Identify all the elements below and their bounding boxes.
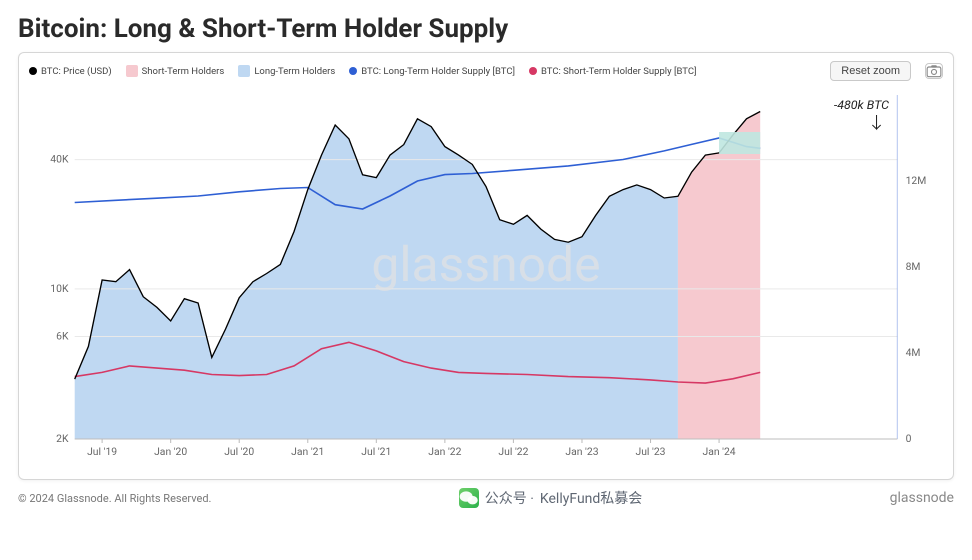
chart-svg: 2K 6K 10K 40K 0 4M 8M 12M Jul '19 Jan '20 Jul '20 J…	[29, 85, 943, 465]
x-tick: Jan '24	[702, 447, 735, 458]
brand-text: glassnode	[890, 490, 954, 506]
wechat-icon	[459, 488, 479, 508]
chart-card: BTC: Price (USD) Short-Term Holders Long…	[18, 52, 954, 480]
page-title: Bitcoin: Long & Short-Term Holder Supply	[18, 14, 954, 44]
y-left-tick: 40K	[50, 155, 69, 166]
legend-lth-line: BTC: Long-Term Holder Supply [BTC]	[349, 66, 515, 77]
reset-zoom-button[interactable]: Reset zoom	[830, 61, 911, 81]
y-right-tick: 4M	[906, 348, 921, 359]
x-tick: Jul '23	[636, 447, 666, 458]
legend-sth-line-label: BTC: Short-Term Holder Supply [BTC]	[541, 66, 696, 77]
legend-price-label: BTC: Price (USD)	[41, 66, 112, 77]
x-tick: Jan '22	[428, 447, 461, 458]
copyright-text: © 2024 Glassnode. All Rights Reserved.	[18, 492, 211, 505]
x-tick: Jul '22	[498, 447, 528, 458]
annotation-text: -480k BTC	[834, 98, 889, 112]
x-tick: Jul '21	[361, 447, 391, 458]
chart-plot: 2K 6K 10K 40K 0 4M 8M 12M Jul '19 Jan '20 Jul '20 J…	[29, 85, 943, 465]
legend-sth-area-label: Short-Term Holders	[142, 66, 225, 77]
legend-lth-area-label: Long-Term Holders	[254, 66, 335, 77]
y-left-tick: 10K	[50, 284, 69, 295]
y-right-tick: 0	[906, 434, 912, 445]
x-tick: Jan '20	[154, 447, 187, 458]
legend-lth-area: Long-Term Holders	[238, 65, 335, 77]
legend-lth-line-label: BTC: Long-Term Holder Supply [BTC]	[361, 66, 515, 77]
publisher: 公众号 · KellyFund私募会	[459, 488, 643, 508]
legend: BTC: Price (USD) Short-Term Holders Long…	[29, 61, 943, 81]
y-left-tick: 6K	[56, 332, 69, 343]
legend-sth-area: Short-Term Holders	[126, 65, 225, 77]
watermark: glassnode	[371, 237, 600, 293]
legend-sth-line: BTC: Short-Term Holder Supply [BTC]	[529, 66, 696, 77]
legend-price: BTC: Price (USD)	[29, 66, 112, 77]
footer: © 2024 Glassnode. All Rights Reserved. 公…	[18, 488, 954, 508]
screenshot-icon[interactable]	[925, 63, 943, 79]
publisher-name: KellyFund私募会	[540, 488, 642, 508]
x-tick: Jul '19	[87, 447, 117, 458]
x-tick: Jan '21	[291, 447, 324, 458]
y-right-tick: 12M	[906, 176, 927, 187]
x-tick: Jan '23	[565, 447, 598, 458]
annotation-marker	[719, 132, 760, 154]
y-right-tick: 8M	[906, 262, 921, 273]
x-tick: Jul '20	[224, 447, 254, 458]
y-left-tick: 2K	[56, 434, 69, 445]
publisher-prefix: 公众号 ·	[485, 488, 534, 508]
